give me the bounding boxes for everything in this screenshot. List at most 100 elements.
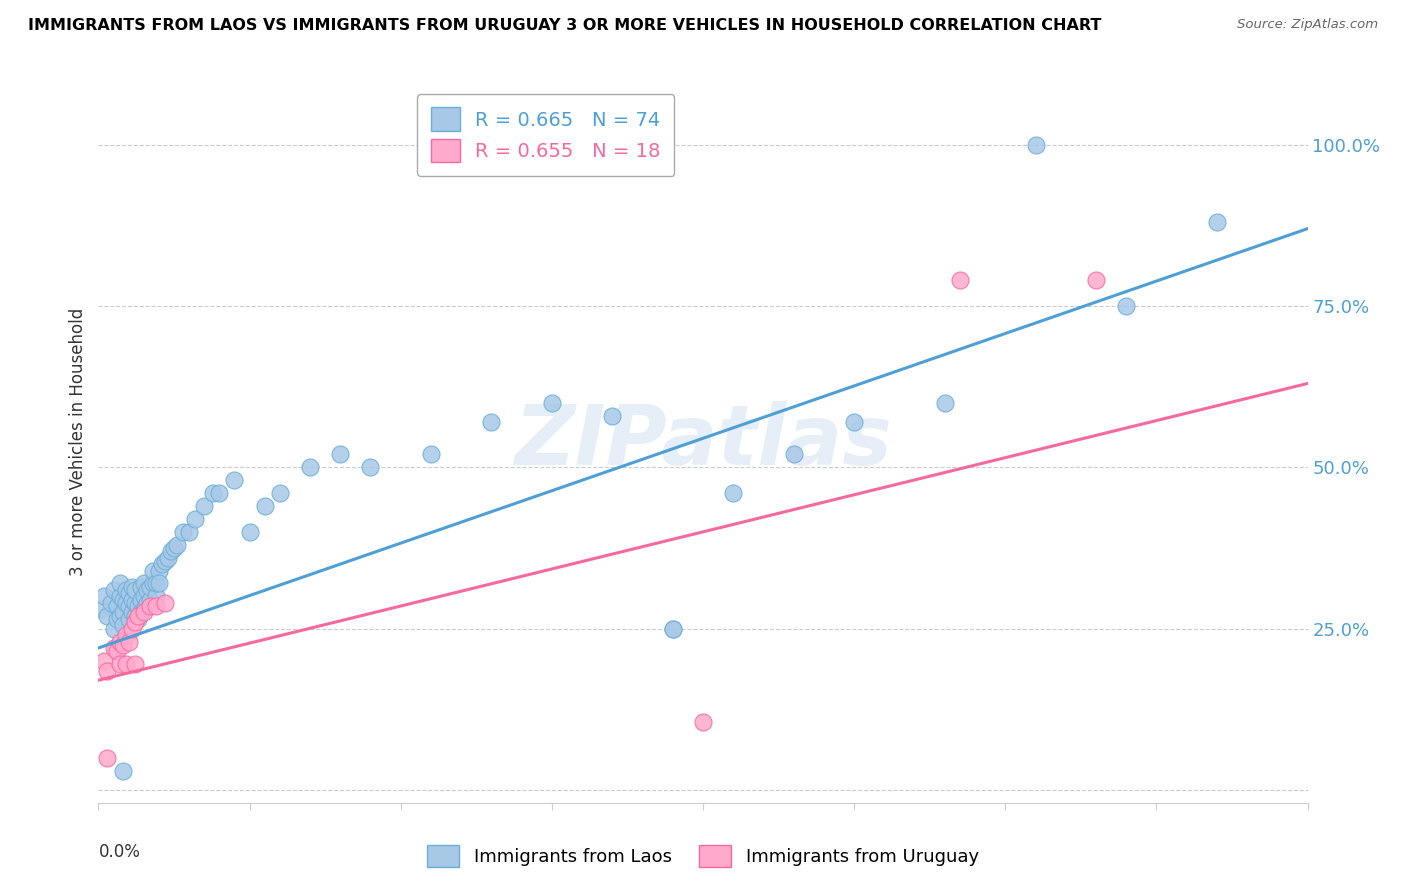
Point (132, 590, 155, 604)
Point (114, 582, 136, 597)
Point (124, 615, 146, 630)
Point (129, 580, 152, 594)
Point (783, 447, 806, 461)
Point (202, 486, 225, 500)
Point (124, 608, 146, 623)
Point (299, 460, 322, 475)
Point (179, 524, 201, 539)
Point (96, 608, 118, 623)
Point (148, 564, 170, 578)
Point (150, 557, 173, 571)
Point (148, 576, 170, 591)
Point (108, 590, 131, 604)
Text: 0.0%: 0.0% (98, 843, 141, 861)
Point (329, 447, 352, 461)
Point (124, 596, 146, 610)
Point (661, 622, 683, 636)
Point (118, 599, 141, 613)
Point (139, 580, 162, 594)
Point (103, 622, 125, 636)
Point (1115, 299, 1137, 313)
Point (142, 576, 165, 591)
Point (153, 554, 176, 568)
Text: IMMIGRANTS FROM LAOS VS IMMIGRANTS FROM URUGUAY 3 OR MORE VEHICLES IN HOUSEHOLD : IMMIGRANTS FROM LAOS VS IMMIGRANTS FROM … (28, 18, 1101, 33)
Point (118, 612, 141, 626)
Point (692, 715, 714, 730)
Point (145, 599, 167, 613)
Point (93, 654, 115, 668)
Point (1206, 215, 1229, 229)
Point (103, 582, 125, 597)
Point (142, 564, 165, 578)
Point (111, 606, 134, 620)
Point (135, 582, 157, 597)
Point (114, 628, 136, 642)
Point (934, 396, 956, 410)
Point (163, 541, 186, 555)
Point (193, 499, 215, 513)
Point (132, 576, 155, 591)
Point (124, 582, 146, 597)
Point (111, 618, 134, 632)
Point (108, 657, 131, 672)
Point (129, 606, 152, 620)
Point (121, 592, 143, 607)
Point (135, 596, 157, 610)
Point (118, 634, 141, 648)
Text: Source: ZipAtlas.com: Source: ZipAtlas.com (1237, 18, 1378, 31)
Point (93, 590, 115, 604)
Point (661, 622, 683, 636)
Point (139, 592, 162, 607)
Y-axis label: 3 or more Vehicles in Household: 3 or more Vehicles in Household (69, 308, 87, 575)
Point (1085, 273, 1108, 287)
Point (121, 622, 143, 636)
Point (184, 512, 207, 526)
Point (723, 486, 745, 500)
Point (145, 590, 167, 604)
Point (129, 592, 152, 607)
Point (360, 460, 382, 475)
Legend: R = 0.665   N = 74, R = 0.655   N = 18: R = 0.665 N = 74, R = 0.655 N = 18 (418, 94, 675, 176)
Point (90, 602, 112, 616)
Point (224, 473, 246, 487)
Point (105, 612, 128, 626)
Point (139, 599, 162, 613)
Point (132, 602, 155, 616)
Point (108, 576, 131, 591)
Text: ZIPatlas: ZIPatlas (515, 401, 891, 482)
Point (208, 486, 231, 500)
Point (96, 664, 118, 678)
Point (108, 608, 131, 623)
Point (127, 612, 149, 626)
Point (145, 576, 167, 591)
Point (156, 550, 179, 565)
Point (420, 447, 443, 461)
Point (172, 524, 194, 539)
Point (239, 524, 262, 539)
Point (127, 599, 149, 613)
Point (166, 538, 188, 552)
Point (160, 544, 183, 558)
Point (127, 608, 149, 623)
Point (602, 409, 624, 423)
Point (121, 606, 143, 620)
Point (1024, 137, 1046, 152)
Point (111, 764, 134, 778)
Point (103, 640, 125, 655)
Point (111, 638, 134, 652)
Legend: Immigrants from Laos, Immigrants from Uruguay: Immigrants from Laos, Immigrants from Ur… (420, 838, 986, 874)
Point (114, 596, 136, 610)
Point (114, 657, 136, 672)
Point (253, 499, 276, 513)
Point (153, 596, 176, 610)
Point (481, 415, 503, 429)
Point (540, 396, 562, 410)
Point (96, 750, 118, 764)
Point (100, 596, 122, 610)
Point (132, 606, 155, 620)
Point (111, 592, 134, 607)
Point (118, 586, 141, 600)
Point (949, 273, 972, 287)
Point (269, 486, 291, 500)
Point (108, 634, 131, 648)
